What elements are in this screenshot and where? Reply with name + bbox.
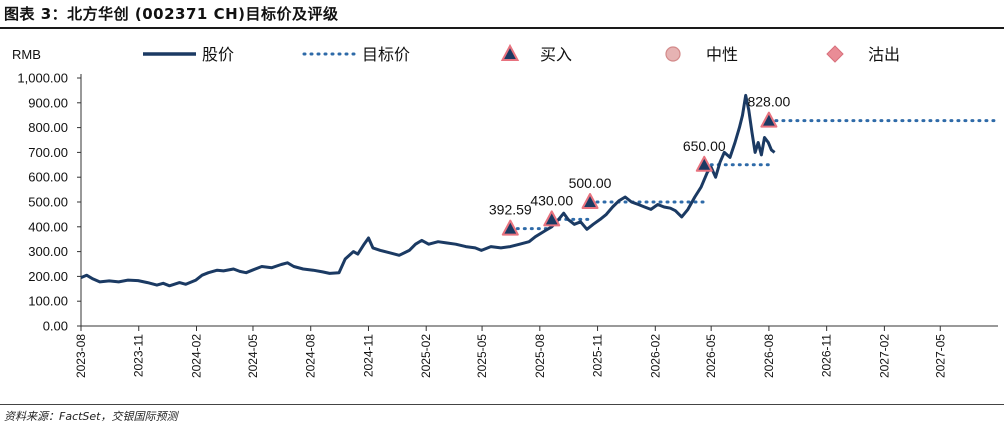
target-price-label: 828.00 [747,94,790,110]
y-tick-label: 800.00 [28,120,68,135]
buy-rating-marker [760,111,778,128]
x-tick-label: 2025-11 [591,334,605,377]
x-tick-label: 2024-08 [304,334,318,378]
legend-neutral-swatch [665,46,681,62]
legend: 股价 目标价 买入 中性 沽出 [143,43,900,64]
y-tick-label: 400.00 [28,219,68,234]
share-price-line [80,93,776,288]
x-tick-label: 2024-11 [361,334,375,377]
y-tick-label: 900.00 [28,95,68,110]
buy-rating-marker [581,193,599,209]
target-price-label: 430.00 [530,192,573,208]
rating-markers [501,111,778,236]
footer-rule [0,404,1004,405]
x-tick-label: 2027-05 [933,334,947,378]
x-tick-label: 2023-08 [74,334,88,378]
y-tick-label: 100.00 [28,294,68,309]
x-tick-label: 2025-02 [419,334,433,378]
target-price-label: 500.00 [569,175,612,191]
x-tick-label: 2026-08 [762,334,776,378]
price-target-chart: RMB 股价 目标价 买入 中性 沽出 0.00 100.00 200.00 300.00 40… [12,43,1000,378]
legend-buy-swatch [500,43,520,61]
figure-title: 图表 3：北方华创 (002371 CH)目标价及评级 [4,5,339,23]
x-tick-label: 2026-02 [648,334,662,378]
legend-label: 沽出 [868,45,900,64]
legend-label: 股价 [202,45,234,64]
x-axis: 2023-08 2023-11 2024-02 2024-05 2024-08 2024-… [74,325,998,378]
y-tick-label: 700.00 [28,145,68,160]
x-tick-label: 2023-11 [132,334,146,377]
x-tick-label: 2025-05 [475,334,489,378]
plot-area [80,93,1000,288]
x-tick-label: 2024-05 [246,334,260,378]
x-tick-label: 2025-08 [533,334,547,378]
y-tick-label: 300.00 [28,244,68,259]
target-price-label: 392.59 [489,202,532,218]
buy-rating-marker [501,219,519,236]
legend-label: 目标价 [362,45,410,64]
y-tick-label: 500.00 [28,195,68,210]
y-tick-label: 200.00 [28,269,68,284]
x-tick-label: 2026-05 [704,334,718,378]
buy-rating-marker [695,155,713,172]
y-tick-label: 1,000.00 [17,71,68,86]
x-tick-label: 2024-02 [189,334,203,378]
legend-label: 买入 [540,45,572,64]
x-tick-label: 2026-11 [820,334,834,377]
legend-label: 中性 [706,45,738,64]
target-price-label: 650.00 [683,138,726,154]
legend-sell-swatch [826,45,844,63]
source-note: 资料来源：FactSet，交银国际预测 [4,410,178,423]
y-axis-unit-label: RMB [12,47,41,62]
buy-rating-marker [543,210,561,227]
x-tick-label: 2027-02 [877,334,891,378]
y-tick-label: 0.00 [43,319,68,334]
title-rule [0,27,1004,29]
y-tick-label: 600.00 [28,170,68,185]
y-axis: 0.00 100.00 200.00 300.00 400.00 500.00 600.00… [17,71,82,334]
